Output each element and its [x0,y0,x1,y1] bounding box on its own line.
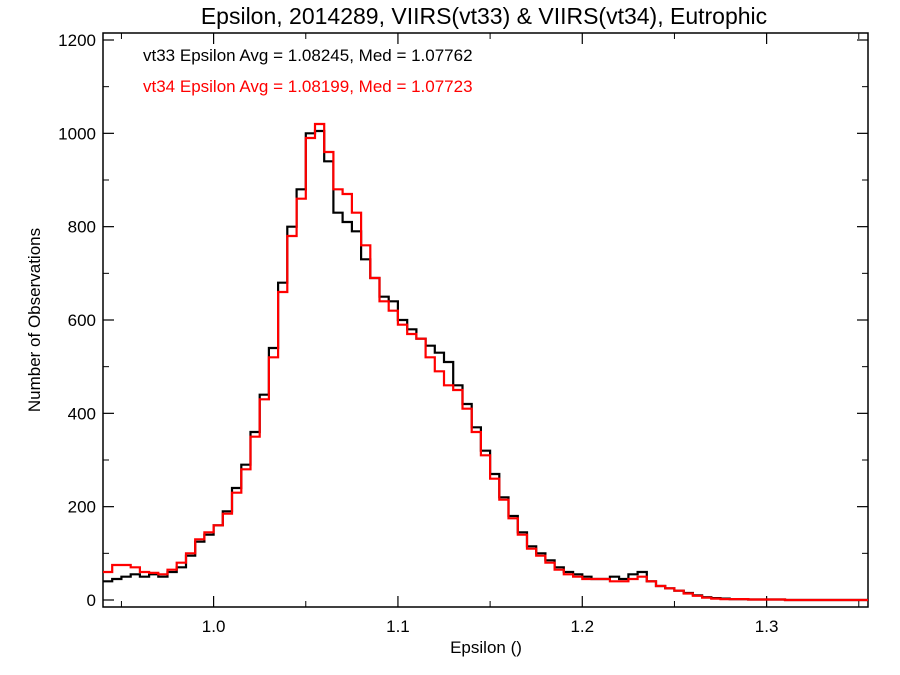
y-tick-label: 400 [68,404,96,423]
x-axis-label: Epsilon () [450,638,522,657]
x-tick-label: 1.2 [570,617,594,636]
y-tick-label: 0 [87,591,96,610]
y-tick-label: 800 [68,218,96,237]
y-tick-label: 600 [68,311,96,330]
y-tick-label: 1200 [58,31,96,50]
x-tick-label: 1.1 [386,617,410,636]
annotation-vt34: vt34 Epsilon Avg = 1.08199, Med = 1.0772… [143,77,473,96]
annotation-vt33: vt33 Epsilon Avg = 1.08245, Med = 1.0776… [143,46,473,65]
y-axis-label: Number of Observations [25,228,44,412]
series-line-1 [103,122,868,602]
x-tick-label: 1.3 [755,617,779,636]
x-tick-label: 1.0 [202,617,226,636]
x-axis-ticks: 1.0 1.1 1.2 1.3 [120,33,860,636]
chart-title: Epsilon, 2014289, VIIRS(vt33) & VIIRS(vt… [201,3,767,29]
y-tick-label: 1000 [58,124,96,143]
y-tick-label: 200 [68,498,96,517]
series-layer [103,122,868,602]
y-axis-ticks: 0 200 400 600 800 1000 1200 [58,31,868,610]
